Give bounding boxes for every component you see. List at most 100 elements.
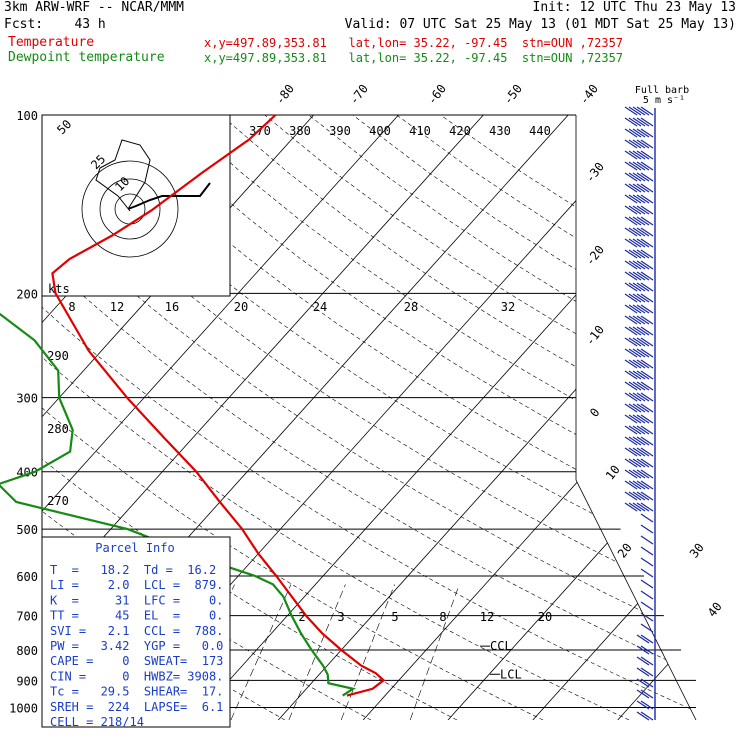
wind-barb-flag xyxy=(640,590,654,600)
wind-barb xyxy=(624,216,654,226)
wind-barb xyxy=(636,700,654,710)
wind-barb-flag xyxy=(640,205,654,215)
wind-barb-flag xyxy=(640,667,654,677)
wind-barb-flag xyxy=(624,403,638,413)
wind-barb xyxy=(624,414,654,424)
wind-barb-flag xyxy=(636,271,650,281)
barb-legend-value: 5 m s⁻¹ xyxy=(643,95,685,106)
wind-barb-flag xyxy=(636,150,650,160)
temperature-profile-line xyxy=(51,114,386,697)
wind-barb-flag xyxy=(632,436,646,446)
model-title: 3km ARW-WRF -- NCAR/MMM xyxy=(4,0,185,15)
wind-barb-flag xyxy=(640,227,654,237)
wind-barb-flag xyxy=(636,381,650,391)
wind-barb xyxy=(624,128,654,138)
wind-barb xyxy=(624,403,654,413)
wind-barb-flag xyxy=(640,414,654,424)
wind-barb-flag xyxy=(640,491,654,501)
wind-barb xyxy=(624,293,654,303)
wind-barb-flag xyxy=(636,689,650,699)
wind-barb-flag xyxy=(636,645,650,655)
dry-adiabat xyxy=(264,115,696,720)
wind-speed-axis-label: 16 xyxy=(165,300,179,314)
wind-barb-flag xyxy=(640,458,654,468)
wind-barb xyxy=(640,535,654,545)
wind-barb xyxy=(624,238,654,248)
wind-barb-flag xyxy=(628,502,642,512)
parcel-info-row: SVI = 2.1 CCL = 788. xyxy=(50,624,223,638)
wind-barb-flag xyxy=(640,480,654,490)
pressure-tick-label: 300 xyxy=(16,392,38,406)
wind-barb-flag xyxy=(632,227,646,237)
parcel-info-row: SREH = 224 LAPSE= 6.1 xyxy=(50,700,223,714)
wind-barb-flag xyxy=(628,436,642,446)
dry-adiabat xyxy=(440,115,696,720)
theta-label: 410 xyxy=(409,124,431,138)
isotherm-label: 0 xyxy=(587,405,602,419)
wind-barb-flag xyxy=(636,304,650,314)
isotherm-label: -40 xyxy=(577,82,601,108)
wind-barb-flag xyxy=(636,425,650,435)
wind-barb xyxy=(636,634,654,644)
wind-barb-flag xyxy=(636,359,650,369)
wind-barb xyxy=(624,447,654,457)
wind-barb-flag xyxy=(632,216,646,226)
wind-barb-flag xyxy=(636,458,650,468)
wind-barb xyxy=(640,590,654,600)
wind-barb-flag xyxy=(632,414,646,424)
wind-barb-flag xyxy=(628,271,642,281)
theta-label: 420 xyxy=(449,124,471,138)
wind-barb-flag xyxy=(628,392,642,402)
parcel-info-title: Parcel Info xyxy=(95,541,174,555)
wind-barb xyxy=(624,436,654,446)
wind-barb-flag xyxy=(636,205,650,215)
wind-speed-axis-label: 28 xyxy=(404,300,418,314)
wind-barb-flag xyxy=(632,249,646,259)
hodograph-trace-upper xyxy=(95,139,151,212)
wind-barb-flag xyxy=(628,249,642,259)
wind-barb xyxy=(624,337,654,347)
pressure-tick-label: 700 xyxy=(16,610,38,624)
wind-barb xyxy=(624,260,654,270)
wind-barb-flag xyxy=(636,678,650,688)
theta-e-label: 270 xyxy=(47,494,69,508)
wind-barb-flag xyxy=(624,337,638,347)
wind-barb xyxy=(636,689,654,699)
wind-barb-flag xyxy=(640,260,654,270)
pressure-tick-label: 900 xyxy=(16,674,38,688)
wind-barb-flag xyxy=(640,612,654,622)
wind-barb-flag xyxy=(632,315,646,325)
wind-barb-flag xyxy=(624,205,638,215)
wind-barb-flag xyxy=(636,106,650,116)
wind-barb-flag xyxy=(636,414,650,424)
wind-barb-flag xyxy=(624,249,638,259)
pressure-tick-label: 100 xyxy=(16,109,38,123)
wind-barb-flag xyxy=(624,370,638,380)
wind-barb-flag xyxy=(632,238,646,248)
wind-barb xyxy=(624,425,654,435)
parcel-info-row: CIN = 0 HWBZ= 3908. xyxy=(50,669,223,683)
parcel-info-row: CAPE = 0 SWEAT= 173 xyxy=(50,654,223,668)
wind-barb-flag xyxy=(628,359,642,369)
parcel-info-box xyxy=(41,536,231,728)
parcel-info-row: PW = 3.42 YGP = 0.0 xyxy=(50,639,223,653)
wind-barb-flag xyxy=(636,216,650,226)
wind-barb-flag xyxy=(640,216,654,226)
dry-adiabat xyxy=(176,115,696,720)
mixing-ratio-label: 2 xyxy=(298,610,305,624)
wind-barb-flag xyxy=(640,381,654,391)
wind-barb-flag xyxy=(640,282,654,292)
wind-barb-flag xyxy=(636,711,650,721)
wind-barb-flag xyxy=(628,161,642,171)
wind-barb-flag xyxy=(628,381,642,391)
wind-barb-flag xyxy=(624,293,638,303)
wind-barb-flag xyxy=(624,117,638,127)
wind-barb-flag xyxy=(628,491,642,501)
wind-barb-flag xyxy=(632,425,646,435)
wind-barb-flag xyxy=(624,227,638,237)
dry-adiabat xyxy=(42,115,372,720)
wind-barb-flag xyxy=(636,403,650,413)
wind-barb-flag xyxy=(632,491,646,501)
wind-barb xyxy=(640,623,654,633)
